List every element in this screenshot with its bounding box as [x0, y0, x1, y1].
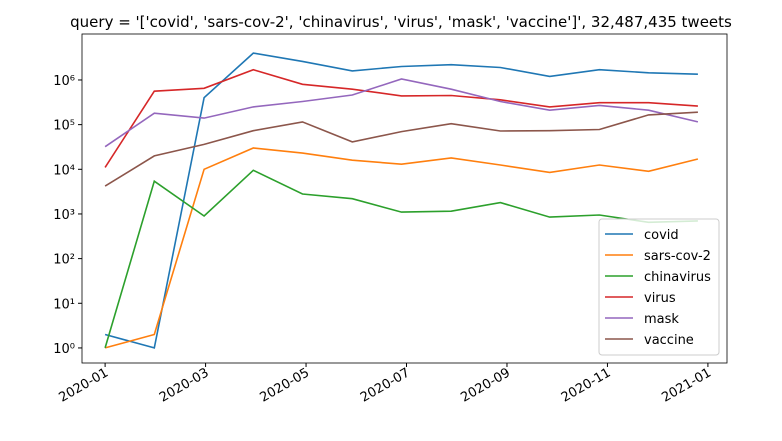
legend-label: sars-cov-2: [644, 249, 711, 264]
y-tick-label: 10⁰: [53, 342, 75, 357]
legend-label: chinavirus: [644, 270, 711, 285]
x-tick-label: 2020-11: [559, 365, 614, 405]
plot-frame: [81, 33, 728, 364]
legend-label: virus: [644, 291, 676, 306]
y-tick-label: 10³: [53, 208, 75, 223]
chart-title: query = '['covid', 'sars-cov-2', 'chinav…: [70, 13, 732, 31]
series-line: [104, 169, 698, 349]
legend-label: mask: [644, 312, 679, 327]
legend: covid sars-cov-2 chinavirus virus mask vaccin…: [598, 218, 720, 356]
legend-label: covid: [644, 228, 679, 243]
y-tick-label: 10⁶: [53, 74, 75, 89]
x-tick-label: 2020-05: [257, 365, 312, 405]
series-line: [104, 52, 698, 349]
x-tick-label: 2020-01: [57, 365, 112, 405]
legend-label: vaccine: [644, 333, 694, 348]
x-tick-label: 2020-09: [458, 365, 513, 405]
series-line: [104, 78, 699, 148]
x-tick-label: 2021-01: [659, 365, 714, 405]
y-tick-label: 10¹: [53, 297, 75, 312]
x-tick-label: 2020-07: [358, 365, 413, 405]
y-tick-label: 10⁴: [53, 163, 75, 178]
x-tick-label: 2020-03: [157, 365, 212, 405]
series-line: [104, 147, 699, 349]
series-line: [104, 68, 698, 168]
legend-box: [598, 218, 720, 356]
y-tick-label: 10⁵: [53, 119, 75, 134]
y-tick-label: 10²: [53, 253, 75, 268]
series-line: [104, 111, 698, 187]
